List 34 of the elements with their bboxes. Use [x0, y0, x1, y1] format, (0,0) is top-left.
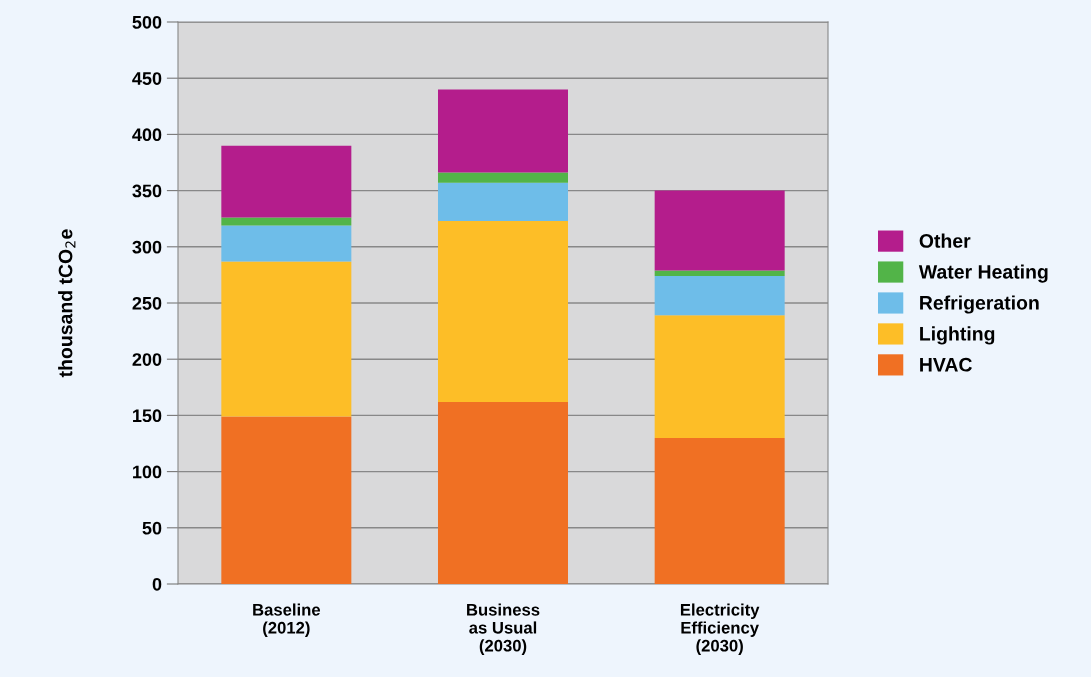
bar — [221, 261, 352, 417]
bar — [221, 145, 352, 218]
bar — [221, 225, 352, 262]
y-tick-label: 200 — [132, 353, 162, 366]
y-tick-label: 300 — [132, 240, 162, 254]
legend-label: Water Heating — [918, 264, 1048, 283]
legend-label: HVAC — [920, 357, 972, 372]
bar — [438, 220, 568, 402]
x-tick-label: Business as Usual (2030) — [467, 603, 540, 655]
y-tick-label: 50 — [142, 521, 162, 535]
bar — [438, 172, 568, 183]
bar — [438, 401, 568, 584]
x-tick-label: Baseline (2012) — [253, 603, 321, 637]
legend-label: Other — [919, 233, 971, 248]
bar — [438, 182, 568, 221]
y-tick-label: 250 — [132, 296, 162, 310]
bar — [654, 270, 785, 277]
y-axis-title: thousand tCO$_{2}$e — [58, 229, 76, 378]
y-tick-label: 500 — [132, 15, 162, 29]
y-tick-label: 400 — [132, 128, 162, 142]
legend-label: Lighting — [920, 326, 995, 345]
bar — [654, 437, 785, 584]
bar — [438, 89, 568, 173]
bar — [654, 276, 785, 316]
legend-label: Refrigeration — [920, 295, 1039, 314]
x-tick-label: Electricity Efficiency (2030) — [680, 603, 760, 655]
bar — [654, 315, 785, 438]
y-tick-label: 0 — [152, 577, 162, 591]
y-tick-label: 350 — [132, 184, 162, 198]
y-tick-label: 450 — [132, 72, 162, 85]
bar — [654, 190, 785, 271]
bar — [221, 416, 352, 584]
y-tick-label: 150 — [133, 409, 162, 423]
y-tick-label: 100 — [133, 465, 162, 479]
